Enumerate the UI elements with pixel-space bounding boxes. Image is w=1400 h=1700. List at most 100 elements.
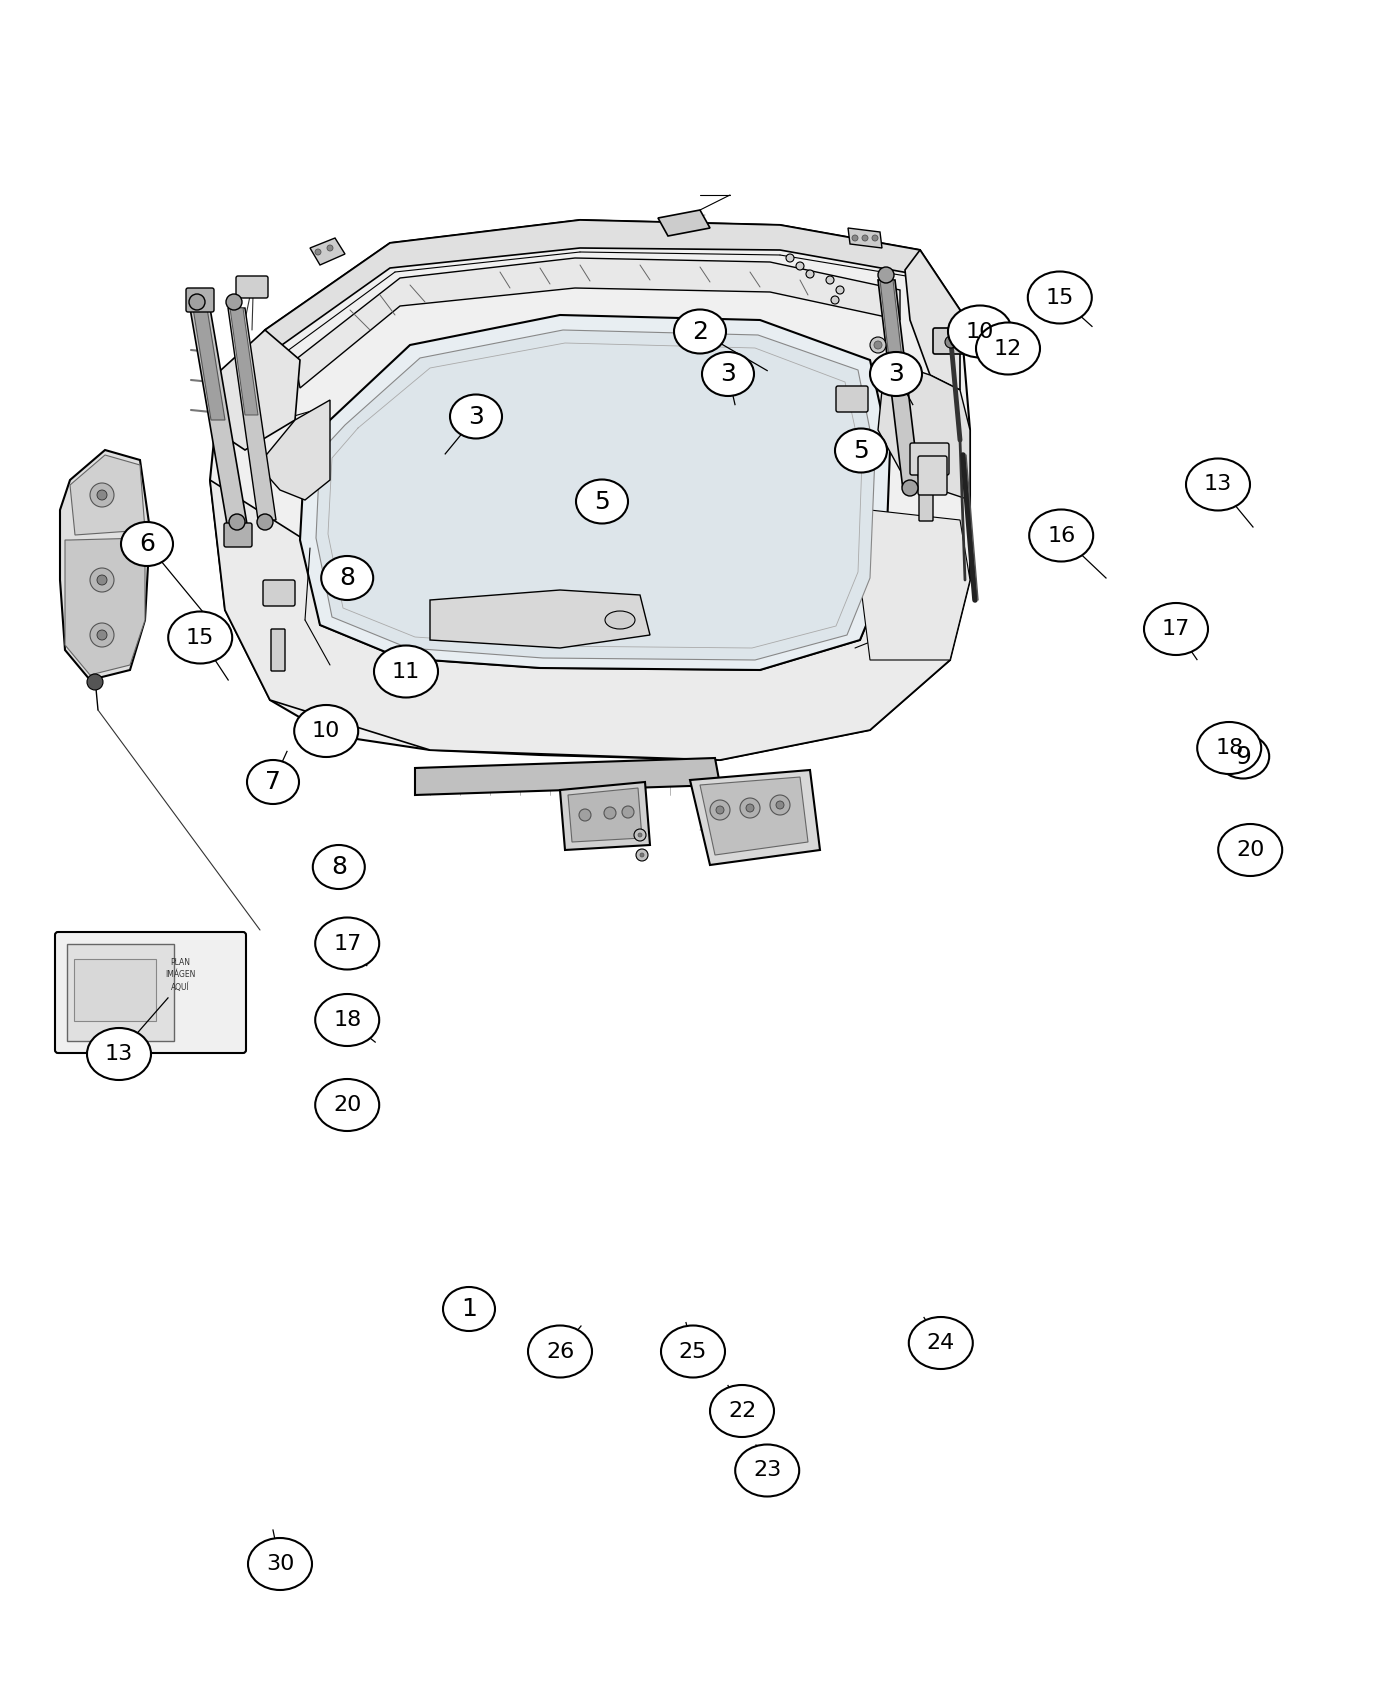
Ellipse shape [1186,459,1250,510]
FancyBboxPatch shape [836,386,868,411]
Circle shape [640,853,644,857]
Circle shape [634,830,645,842]
Circle shape [878,267,895,282]
Circle shape [258,513,273,530]
Ellipse shape [248,1538,312,1590]
FancyBboxPatch shape [186,287,214,313]
Ellipse shape [321,556,374,600]
Text: 13: 13 [1204,474,1232,495]
Ellipse shape [834,428,888,473]
Polygon shape [848,228,882,248]
Text: 3: 3 [468,405,484,428]
Text: 18: 18 [1215,738,1243,758]
FancyBboxPatch shape [910,444,949,474]
Circle shape [902,479,918,496]
Ellipse shape [449,394,503,439]
Text: 20: 20 [1236,840,1264,860]
Circle shape [874,342,882,348]
Circle shape [776,801,784,809]
Polygon shape [295,258,900,388]
Ellipse shape [315,918,379,969]
Ellipse shape [1029,510,1093,561]
Circle shape [97,631,106,639]
FancyBboxPatch shape [272,629,286,672]
Circle shape [715,806,724,814]
Circle shape [945,337,958,348]
FancyBboxPatch shape [263,580,295,605]
Polygon shape [568,789,643,842]
Circle shape [97,575,106,585]
Text: 22: 22 [728,1401,756,1421]
Polygon shape [690,770,820,865]
Circle shape [636,848,648,860]
Ellipse shape [661,1326,725,1377]
Text: 12: 12 [994,338,1022,359]
Text: 26: 26 [546,1341,574,1362]
Circle shape [90,568,113,592]
Circle shape [872,235,878,241]
Ellipse shape [528,1326,592,1377]
Circle shape [315,248,321,255]
Text: 23: 23 [753,1460,781,1481]
Text: 10: 10 [966,321,994,342]
Ellipse shape [673,309,727,354]
Ellipse shape [976,323,1040,374]
Circle shape [770,796,790,814]
Ellipse shape [710,1386,774,1436]
Text: 30: 30 [266,1554,294,1574]
FancyBboxPatch shape [55,932,246,1052]
Text: 15: 15 [186,627,214,648]
Polygon shape [881,280,904,384]
FancyBboxPatch shape [918,490,932,520]
Circle shape [638,833,643,836]
Circle shape [797,262,804,270]
Text: 16: 16 [1047,525,1075,546]
Text: 3: 3 [720,362,736,386]
Circle shape [785,253,794,262]
Circle shape [741,797,760,818]
Text: 11: 11 [392,661,420,682]
Circle shape [836,286,844,294]
Ellipse shape [1028,272,1092,323]
Polygon shape [904,250,960,389]
Circle shape [230,513,245,530]
Polygon shape [70,456,146,536]
Text: 8: 8 [339,566,356,590]
Circle shape [622,806,634,818]
Polygon shape [309,238,344,265]
Ellipse shape [735,1445,799,1496]
Polygon shape [316,330,875,660]
Text: 8: 8 [330,855,347,879]
Polygon shape [414,758,720,796]
Polygon shape [190,308,248,530]
Ellipse shape [374,646,438,697]
Circle shape [225,294,242,309]
Polygon shape [878,280,920,490]
Polygon shape [430,590,650,648]
Text: 2: 2 [692,320,708,343]
Ellipse shape [120,522,174,566]
Text: 17: 17 [1162,619,1190,639]
Ellipse shape [575,479,629,524]
Ellipse shape [315,994,379,1046]
Ellipse shape [1218,824,1282,876]
Ellipse shape [1197,722,1261,774]
FancyBboxPatch shape [224,524,252,547]
Circle shape [90,483,113,507]
Circle shape [853,235,858,241]
Ellipse shape [605,610,636,629]
Ellipse shape [1217,734,1270,779]
Text: 3: 3 [888,362,904,386]
Circle shape [90,622,113,648]
Text: 1: 1 [461,1297,477,1321]
Polygon shape [210,219,970,760]
FancyBboxPatch shape [918,456,946,495]
Polygon shape [210,330,300,450]
Circle shape [97,490,106,500]
Circle shape [746,804,755,813]
Text: 20: 20 [333,1095,361,1115]
Circle shape [603,808,616,819]
Polygon shape [265,219,920,352]
Ellipse shape [168,612,232,663]
Circle shape [580,809,591,821]
